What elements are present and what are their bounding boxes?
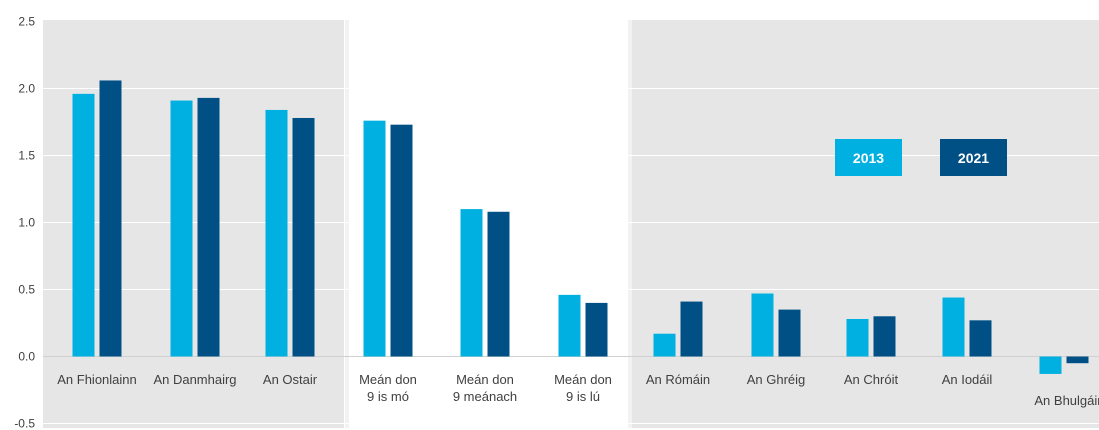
bar-2021: [1066, 356, 1089, 364]
category-label: An Fhionlainn: [57, 372, 137, 387]
band-right: [632, 20, 1099, 428]
category-label: Meán don 9 is mó: [359, 372, 417, 404]
bar-2021: [390, 124, 413, 357]
bar-2021: [99, 80, 122, 357]
bar-2013: [72, 93, 95, 357]
y-tick-label: 1.0: [18, 216, 35, 230]
bar-2021: [680, 301, 703, 357]
bar-2013: [558, 294, 581, 357]
bar-2013: [653, 333, 676, 357]
bar-2021: [873, 316, 896, 357]
bar-2021: [487, 211, 510, 357]
bar-2013: [460, 209, 483, 357]
y-tick-label: 0.5: [18, 283, 35, 297]
category-label: An Rómáin: [646, 372, 710, 387]
category-label: An Ghréig: [747, 372, 806, 387]
legend-swatch: [940, 139, 1007, 176]
bar-2013: [751, 293, 774, 357]
category-label: An Danmhairg: [153, 372, 236, 387]
category-label: An Iodáil: [942, 372, 993, 387]
legend-swatch: [835, 139, 902, 176]
legend-label: 2021: [958, 150, 989, 166]
y-tick-label: 1.5: [18, 149, 35, 163]
bar-2013: [942, 297, 965, 357]
category-label: An Bhulgáir: [1034, 393, 1099, 408]
y-tick-label: 2.5: [18, 15, 35, 29]
bar-2021: [585, 302, 608, 357]
y-tick-label: -0.5: [14, 417, 35, 430]
y-tick-label: 0.0: [18, 350, 35, 364]
bar-2013: [1039, 356, 1062, 374]
bars: [72, 80, 1089, 374]
legend-item-2021: 2021: [940, 139, 1007, 176]
bar-2021: [969, 320, 992, 357]
bar-2013: [170, 100, 193, 357]
legend: 2013 2021: [835, 139, 1007, 176]
bar-2013: [363, 120, 386, 357]
bar-2021: [197, 97, 220, 357]
bar-2013: [846, 318, 869, 357]
category-label: Meán don 9 is lú: [554, 372, 612, 404]
legend-item-2013: 2013: [835, 139, 902, 176]
y-tick-label: 2.0: [18, 82, 35, 96]
category-label: Meán don 9 meánach: [453, 372, 517, 404]
category-label: An Ostair: [263, 372, 318, 387]
y-axis: 2.5 2.0 1.5 1.0 0.5 0.0 -0.5: [14, 15, 35, 430]
band-edge-right: [628, 20, 632, 428]
category-label: An Chróit: [844, 372, 899, 387]
legend-label: 2013: [853, 150, 884, 166]
bar-2013: [265, 109, 288, 357]
band-edge-left: [345, 20, 349, 428]
bar-2021: [778, 309, 801, 357]
bar-2021: [292, 117, 315, 357]
x-axis: An Fhionlainn An Danmhairg An Ostair Meán d…: [57, 372, 1099, 408]
